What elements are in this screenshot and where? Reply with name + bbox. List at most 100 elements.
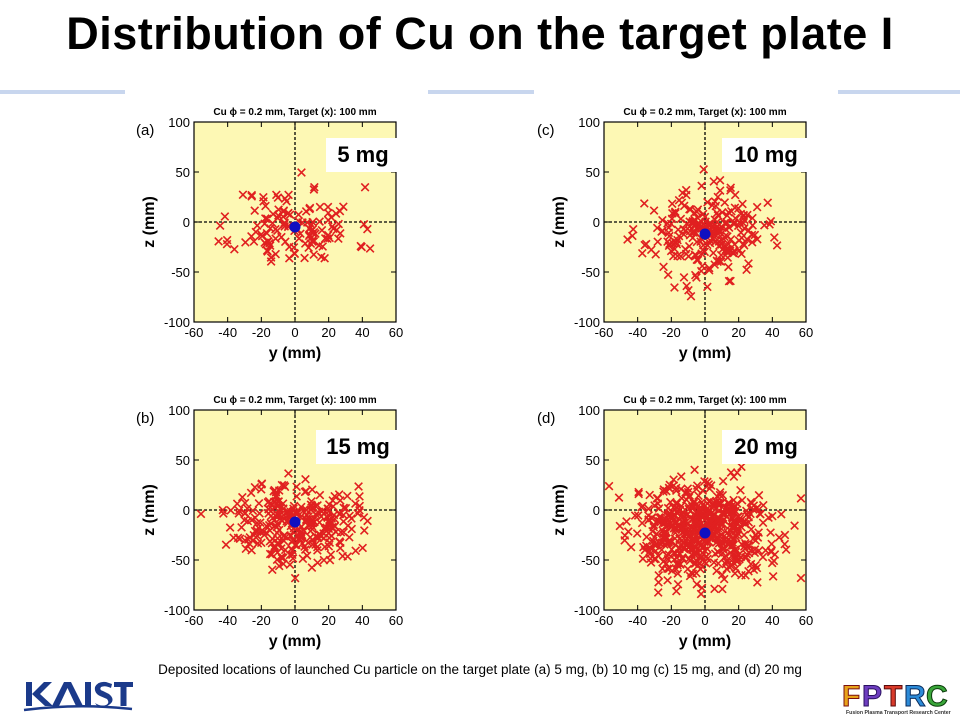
chart-panel-a: Cu ϕ = 0.2 mm, Target (x): 100 mm -60 -40-… bbox=[130, 100, 430, 375]
scatter-point bbox=[300, 253, 309, 263]
scatter-plot-c: Cu ϕ = 0.2 mm, Target (x): 100 mm-60 -40-… bbox=[551, 107, 813, 362]
scatter-point bbox=[698, 486, 708, 495]
x-tick-label: -40 bbox=[628, 325, 647, 340]
scatter-point bbox=[736, 228, 746, 237]
scatter-point bbox=[265, 549, 275, 559]
scatter-point bbox=[659, 487, 668, 496]
scatter-point bbox=[708, 248, 718, 258]
scatter-point bbox=[669, 236, 679, 246]
scatter-point bbox=[688, 216, 698, 226]
scatter-point bbox=[708, 521, 717, 531]
scatter-point bbox=[678, 543, 688, 553]
scatter-point bbox=[274, 539, 283, 549]
scatter-point bbox=[282, 516, 292, 526]
y-tick-label: -100 bbox=[164, 603, 190, 618]
scatter-point bbox=[690, 535, 699, 545]
scatter-point bbox=[218, 505, 228, 515]
scatter-point bbox=[652, 223, 662, 233]
scatter-point bbox=[726, 183, 736, 193]
scatter-point bbox=[298, 539, 307, 548]
scatter-point bbox=[726, 185, 735, 195]
y-tick-label: 0 bbox=[593, 503, 600, 518]
y-tick-label: 50 bbox=[586, 165, 600, 180]
scatter-point bbox=[728, 500, 737, 510]
scatter-point bbox=[737, 570, 746, 580]
scatter-point bbox=[673, 569, 683, 578]
y-tick-label: 50 bbox=[176, 453, 190, 468]
scatter-point bbox=[683, 484, 693, 493]
fptrc-subtitle: Fusion Plasma Transport Research Center bbox=[846, 710, 951, 716]
scatter-point bbox=[692, 273, 701, 282]
mass-label-b: 15 mg bbox=[316, 430, 400, 464]
scatter-point bbox=[726, 537, 736, 547]
scatter-point bbox=[726, 234, 736, 244]
scatter-point bbox=[679, 273, 689, 282]
scatter-point bbox=[273, 213, 283, 223]
scatter-point bbox=[240, 535, 250, 545]
scatter-point bbox=[700, 212, 710, 222]
scatter-point bbox=[671, 511, 680, 520]
scatter-point bbox=[633, 511, 643, 520]
scatter-point bbox=[226, 505, 236, 515]
scatter-point bbox=[312, 542, 322, 552]
centroid-point bbox=[699, 228, 711, 240]
scatter-point bbox=[748, 213, 757, 223]
y-tick-label: 0 bbox=[183, 215, 190, 230]
scatter-point bbox=[237, 492, 247, 502]
title-rule-left bbox=[0, 90, 125, 94]
y-tick-label: 100 bbox=[168, 403, 190, 418]
y-tick-label: -50 bbox=[171, 553, 190, 568]
scatter-point bbox=[252, 518, 262, 528]
scatter-point bbox=[332, 225, 342, 235]
scatter-point bbox=[703, 197, 712, 207]
scatter-point bbox=[251, 227, 261, 237]
svg-text:F: F bbox=[842, 680, 860, 713]
scatter-point bbox=[744, 517, 754, 527]
scatter-point bbox=[351, 499, 360, 509]
scatter-point bbox=[358, 543, 368, 553]
panel-label-d: (d) bbox=[537, 410, 556, 427]
scatter-point bbox=[780, 530, 790, 540]
scatter-point bbox=[697, 583, 707, 593]
scatter-point bbox=[354, 482, 363, 491]
scatter-point bbox=[365, 244, 375, 253]
scatter-point bbox=[711, 236, 721, 246]
scatter-point bbox=[707, 200, 717, 210]
scatter-point bbox=[313, 545, 322, 555]
scatter-point bbox=[271, 249, 281, 259]
scatter-point bbox=[758, 500, 768, 510]
scatter-point bbox=[302, 218, 312, 227]
scatter-point bbox=[294, 210, 303, 220]
scatter-point bbox=[234, 506, 244, 516]
x-tick-label: 20 bbox=[731, 613, 745, 628]
scatter-point bbox=[233, 533, 243, 543]
y-axis-label: z (mm) bbox=[551, 484, 568, 536]
scatter-point bbox=[691, 251, 701, 260]
scatter-point bbox=[305, 204, 314, 214]
scatter-point bbox=[305, 532, 315, 542]
scatter-point bbox=[713, 498, 723, 508]
scatter-point bbox=[245, 533, 255, 542]
scatter-point bbox=[679, 511, 689, 521]
title-rule-middle bbox=[428, 90, 534, 94]
x-tick-label: -20 bbox=[662, 613, 681, 628]
scatter-point bbox=[651, 250, 661, 259]
centroid-point bbox=[699, 527, 711, 539]
x-tick-label: -40 bbox=[218, 613, 237, 628]
scatter-point bbox=[671, 586, 681, 596]
scatter-point bbox=[796, 494, 806, 503]
x-tick-label: 40 bbox=[355, 613, 369, 628]
scatter-point bbox=[752, 202, 762, 212]
panel-label-b: (b) bbox=[136, 410, 155, 427]
scatter-point bbox=[772, 241, 782, 250]
chart-title: Cu ϕ = 0.2 mm, Target (x): 100 mm bbox=[623, 107, 786, 118]
scatter-point bbox=[258, 192, 268, 202]
scatter-point bbox=[634, 489, 644, 499]
scatter-point bbox=[749, 565, 759, 575]
scatter-point bbox=[323, 208, 333, 218]
scatter-point bbox=[679, 519, 689, 529]
scatter-point bbox=[302, 551, 312, 560]
scatter-point bbox=[336, 527, 346, 537]
scatter-point bbox=[712, 566, 721, 576]
scatter-point bbox=[215, 221, 225, 231]
